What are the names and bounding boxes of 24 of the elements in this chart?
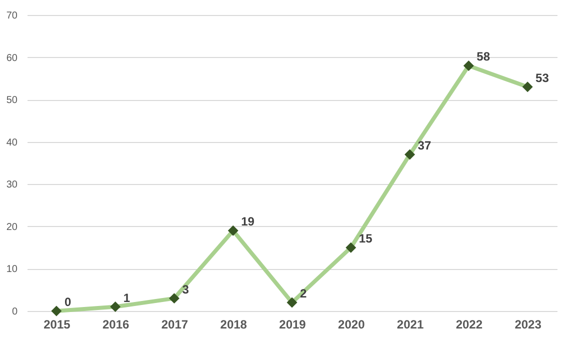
y-tick-label: 20 [6, 222, 18, 233]
data-label: 1 [123, 290, 130, 305]
x-tick-label: 2021 [396, 318, 424, 332]
y-tick-label: 70 [6, 10, 18, 22]
y-tick-label: 10 [6, 264, 18, 276]
y-tick-label: 60 [6, 52, 18, 64]
y-tick-label: 0 [12, 306, 18, 318]
x-tick-label: 2018 [220, 318, 248, 332]
y-tick-label: 30 [6, 180, 18, 191]
data-label: 37 [418, 138, 432, 153]
data-label: 0 [64, 295, 72, 309]
x-tick-label: 2015 [44, 318, 71, 332]
x-tick-label: 2019 [279, 318, 306, 332]
data-label: 53 [536, 70, 550, 85]
x-tick-label: 2016 [102, 318, 130, 332]
y-tick-label: 40 [6, 137, 18, 148]
y-tick-label: 50 [6, 95, 18, 106]
x-tick-label: 2020 [338, 318, 366, 332]
x-tick-label: 2023 [514, 318, 542, 332]
x-tick-label: 2022 [456, 318, 483, 332]
data-label: 58 [476, 50, 490, 64]
data-label: 19 [241, 214, 255, 229]
data-label: 15 [358, 232, 373, 246]
x-tick-label: 2017 [161, 318, 188, 332]
